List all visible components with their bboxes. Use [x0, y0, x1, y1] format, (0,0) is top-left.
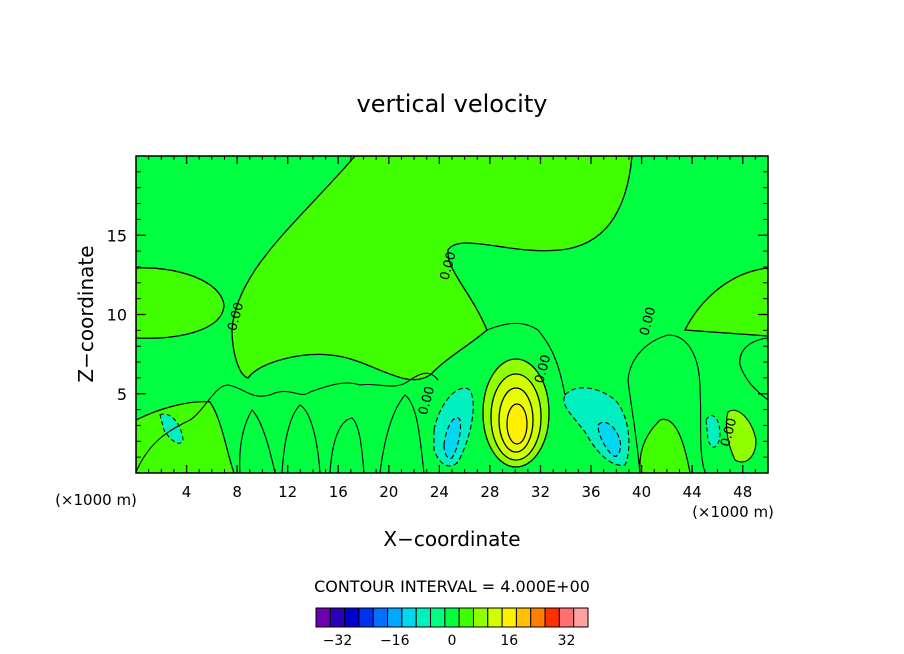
- x-tick-label: 4: [182, 483, 192, 501]
- contour-interval-text: CONTOUR INTERVAL = 4.000E+00: [314, 577, 590, 596]
- colorbar-swatch: [344, 607, 360, 628]
- y-tick-label: 15: [107, 226, 127, 245]
- colorbar-swatch: [487, 607, 503, 628]
- y-tick-label: 5: [117, 385, 127, 404]
- contour-line-low-4: [329, 417, 365, 473]
- downdraft-left-inner: [443, 417, 462, 459]
- colorbar-swatch: [544, 607, 560, 628]
- colorbar-swatch: [530, 607, 546, 628]
- colorbar-tick-label: −32: [323, 633, 353, 649]
- colorbar-swatch: [458, 607, 474, 628]
- contour-line-right-2: [739, 337, 768, 401]
- x-tick-label: 16: [329, 483, 348, 501]
- small-feature-left: [159, 413, 184, 444]
- x-tick-label: 36: [581, 483, 600, 501]
- contour-label: 0.00: [532, 353, 554, 385]
- colorbar-swatch: [415, 607, 432, 628]
- x-tick-label: 48: [733, 483, 752, 501]
- contour-line-right-1: [627, 334, 706, 473]
- colorbar-swatch: [472, 607, 489, 628]
- contour-line-low-2: [239, 409, 276, 473]
- x-unit-label-left: (×1000 m): [55, 491, 137, 509]
- x-tick-label: 44: [683, 483, 702, 501]
- chart-title: vertical velocity: [357, 90, 548, 118]
- contour-line-mid: [486, 322, 566, 396]
- contour-region-lower-right: [639, 418, 691, 473]
- contour-label: 0.00: [225, 301, 247, 333]
- x-tick-label: 32: [531, 483, 550, 501]
- colorbar-tick-label: −16: [380, 633, 410, 649]
- colorbar-swatch: [558, 607, 575, 628]
- x-tick-label: 24: [430, 483, 449, 501]
- colorbar: [315, 607, 589, 628]
- contour-region-lower-left: [136, 401, 235, 473]
- colorbar-tick-label: 0: [448, 633, 457, 649]
- contour-line-low-1: [136, 372, 439, 473]
- colorbar-swatch: [358, 607, 374, 628]
- contour-region-left-pocket: [136, 267, 225, 339]
- y-axis-label: Z−coordinate: [74, 245, 98, 382]
- contour-labels: 0.00 0.00 0.00 0.00 0.00 0.00: [225, 250, 740, 448]
- colorbar-labels: −32 −16 0 16 32: [323, 633, 576, 649]
- contour-label: 0.00: [416, 385, 438, 417]
- x-axis-label: X−coordinate: [383, 527, 520, 551]
- y-tick-label: 10: [107, 306, 127, 325]
- contour-label: 0.00: [637, 306, 659, 338]
- contour-label: 0.00: [718, 417, 740, 449]
- updraft-core-16: [506, 403, 528, 445]
- contour-label: 0.00: [438, 250, 460, 282]
- plot-area: [136, 156, 768, 473]
- small-feature-far-right: [725, 409, 757, 463]
- x-unit-label-right: (×1000 m): [692, 503, 774, 521]
- x-tick-label: 40: [632, 483, 651, 501]
- colorbar-swatch: [430, 607, 446, 628]
- colorbar-swatch: [401, 607, 417, 628]
- small-feature-right: [705, 415, 721, 448]
- colorbar-swatch: [501, 607, 517, 628]
- colorbar-tick-label: 16: [500, 633, 518, 649]
- x-tick-label: 8: [232, 483, 242, 501]
- contour-line-low-3: [281, 404, 321, 473]
- colorbar-swatch: [444, 607, 460, 628]
- colorbar-swatch: [372, 607, 389, 628]
- downdraft-right-inner: [597, 421, 622, 457]
- contour-region-right-pocket: [683, 267, 768, 337]
- colorbar-swatch: [387, 607, 403, 628]
- colorbar-tick-label: 32: [558, 633, 576, 649]
- colorbar-swatch: [573, 607, 589, 628]
- colorbar-swatch: [315, 607, 331, 628]
- x-tick-label: 20: [379, 483, 398, 501]
- x-tick-label: 12: [278, 483, 297, 501]
- contour-line-low-5: [379, 394, 425, 473]
- colorbar-swatch: [329, 607, 346, 628]
- colorbar-swatch: [515, 607, 532, 628]
- x-tick-label: 28: [480, 483, 499, 501]
